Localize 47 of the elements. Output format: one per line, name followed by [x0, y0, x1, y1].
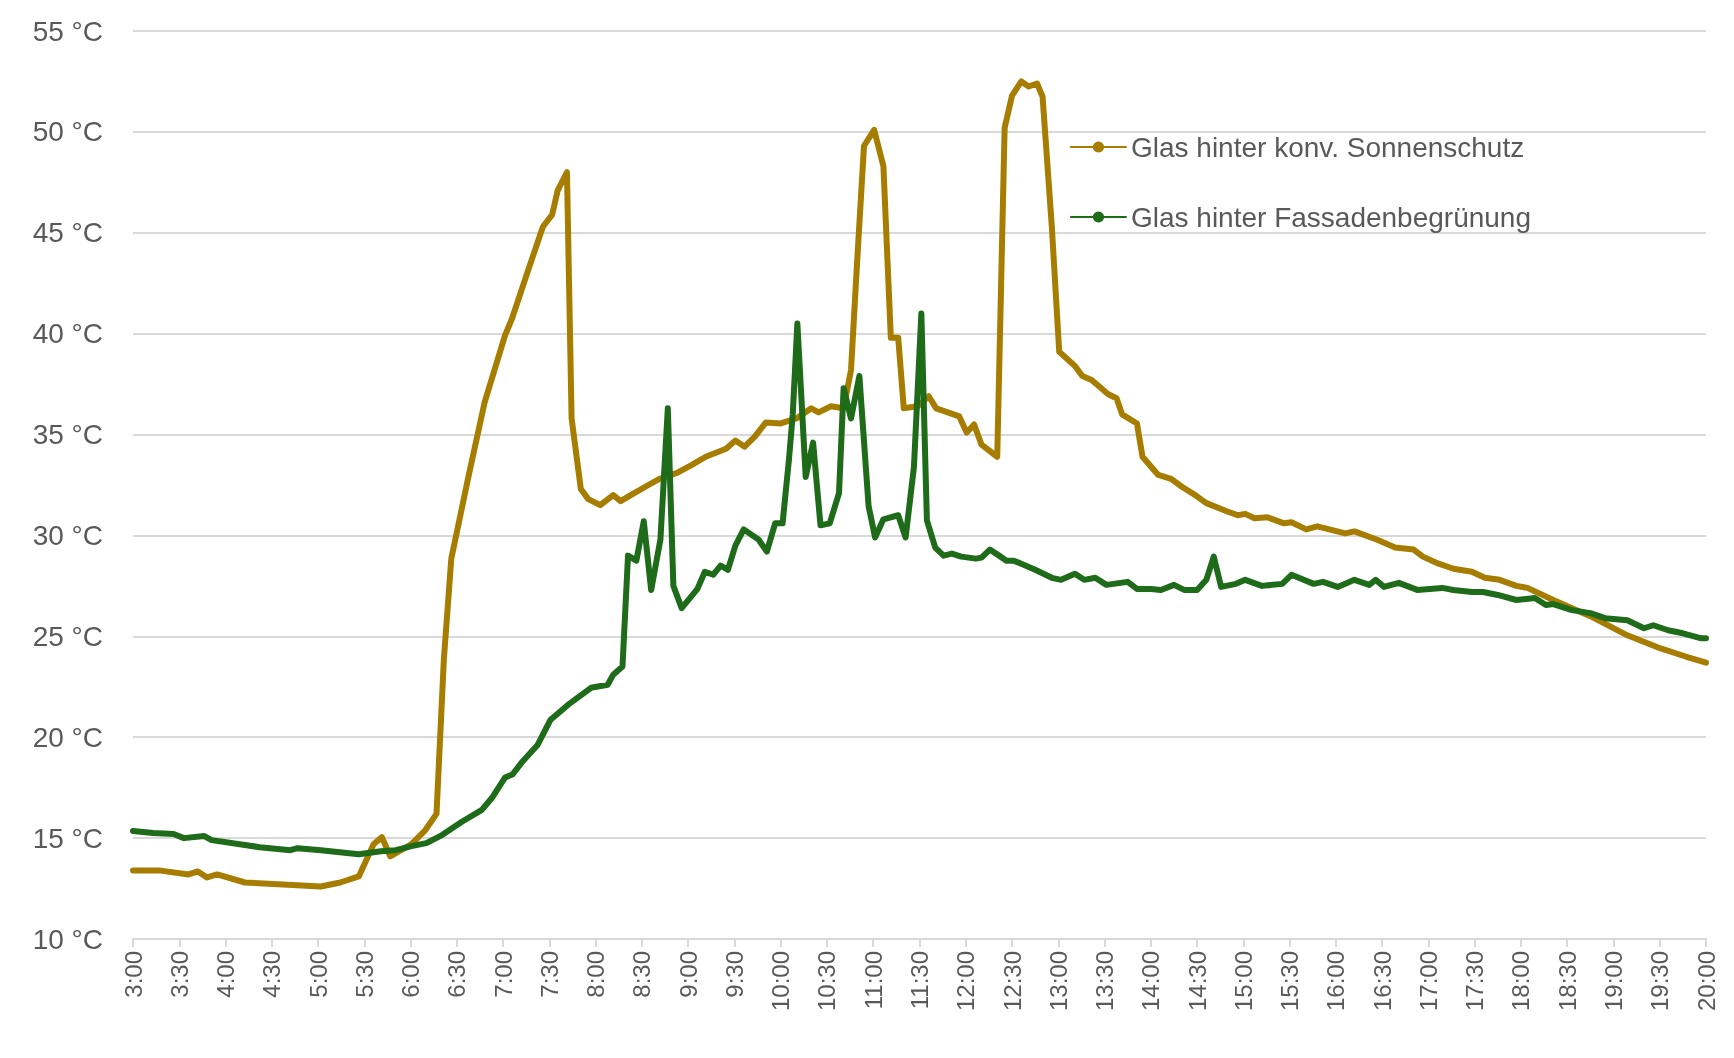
x-tick-label: 3:30	[165, 951, 193, 998]
legend-label: Glas hinter konv. Sonnenschutz	[1130, 131, 1525, 163]
y-tick-label: 30 °C	[32, 519, 103, 551]
y-tick-label: 15 °C	[32, 822, 103, 854]
x-tick-label: 9:30	[720, 951, 748, 998]
x-tick-label: 18:00	[1507, 951, 1535, 1012]
x-tick-label: 12:30	[998, 951, 1026, 1012]
x-tick-label: 3:00	[119, 951, 147, 998]
x-tick-label: 13:30	[1091, 951, 1119, 1012]
y-tick-label: 45 °C	[32, 217, 103, 249]
x-tick-label: 7:00	[489, 951, 517, 998]
x-tick-label: 12:00	[952, 951, 980, 1012]
x-tick-label: 11:00	[859, 951, 887, 1010]
x-tick-label: 9:00	[674, 951, 702, 998]
x-tick-label: 17:00	[1414, 951, 1442, 1012]
x-tick-label: 19:00	[1599, 951, 1627, 1012]
x-tick-label: 18:30	[1553, 951, 1581, 1012]
x-tick-label: 15:30	[1276, 951, 1304, 1012]
x-tick-label: 20:00	[1692, 951, 1720, 1012]
x-tick-label: 7:30	[535, 951, 563, 998]
x-tick-label: 4:00	[212, 951, 240, 998]
x-tick-label: 10:00	[767, 951, 795, 1012]
x-tick-label: 8:30	[628, 951, 656, 998]
x-tick-label: 8:00	[582, 951, 610, 998]
y-tick-label: 10 °C	[32, 923, 103, 955]
x-tick-label: 5:30	[350, 951, 378, 998]
legend-label: Glas hinter Fassadenbegrünung	[1130, 201, 1532, 233]
x-tick-label: 6:30	[443, 951, 471, 998]
x-tick-label: 4:30	[258, 951, 286, 998]
x-tick-label: 14:30	[1183, 951, 1211, 1012]
x-tick-label: 10:30	[813, 951, 841, 1012]
x-tick-label: 16:00	[1322, 951, 1350, 1012]
x-tick-label: 13:00	[1044, 951, 1072, 1012]
x-tick-label: 11:30	[906, 951, 933, 1010]
x-tick-label: 19:30	[1646, 951, 1674, 1012]
y-tick-label: 25 °C	[32, 620, 103, 652]
x-tick-label: 16:30	[1368, 951, 1396, 1012]
y-tick-label: 40 °C	[32, 318, 103, 350]
y-tick-label: 35 °C	[32, 419, 103, 451]
x-tick-label: 6:00	[397, 951, 425, 998]
x-tick-label: 17:30	[1461, 951, 1489, 1012]
x-tick-label: 14:00	[1137, 951, 1165, 1012]
x-tick-label: 15:00	[1229, 951, 1257, 1012]
y-tick-label: 20 °C	[32, 721, 103, 753]
y-tick-label: 50 °C	[32, 116, 103, 148]
x-tick-label: 5:00	[304, 951, 332, 998]
y-tick-label: 55 °C	[32, 15, 103, 47]
